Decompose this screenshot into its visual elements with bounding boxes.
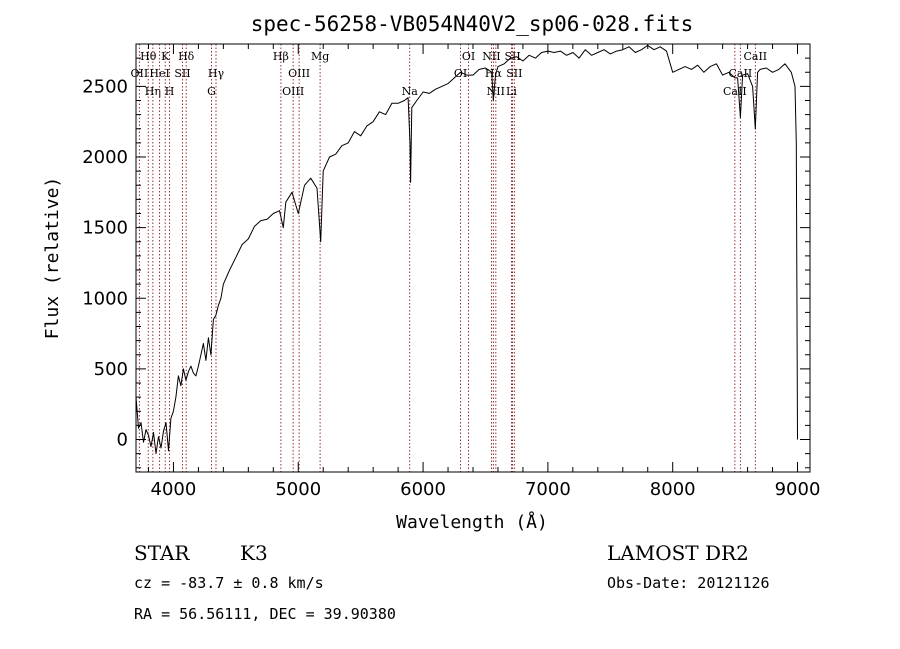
spectral-line-markers: HθOIIHηHeIKHSIIHδHγGHβOIIIOIIIMgNaOIOINI… xyxy=(131,44,767,472)
x-tick-label-2: 6000 xyxy=(400,479,446,500)
x-tick-label-3: 7000 xyxy=(525,479,571,500)
observation-date: Obs-Date: 20121126 xyxy=(607,574,770,592)
line-marker-label-3: HeI xyxy=(149,67,169,80)
line-marker-label-22: Li xyxy=(506,85,517,98)
line-marker-label-23: CaII xyxy=(743,50,767,63)
line-marker-label-1: OII xyxy=(131,67,149,80)
line-marker-label-4: K xyxy=(161,50,170,63)
y-tick-label-0: 0 xyxy=(117,430,128,451)
line-marker-label-19: NII xyxy=(487,85,505,98)
line-marker-label-6: SII xyxy=(174,67,190,80)
redshift-cz: cz = -83.7 ± 0.8 km/s xyxy=(134,574,324,592)
line-marker-label-14: Na xyxy=(402,85,419,98)
y-tick-label-5: 2500 xyxy=(82,76,128,97)
line-marker-label-7: Hδ xyxy=(178,50,195,63)
y-tick-label-2: 1000 xyxy=(82,288,128,309)
y-tick-label-3: 1500 xyxy=(82,218,128,239)
line-marker-label-9: G xyxy=(207,85,216,98)
plot-frame xyxy=(135,43,811,473)
line-marker-label-12: OIII xyxy=(282,85,304,98)
line-marker-label-15: OI xyxy=(462,50,475,63)
x-tick-label-5: 9000 xyxy=(775,479,821,500)
line-marker-label-8: Hγ xyxy=(208,67,225,80)
object-class: STAR xyxy=(134,541,190,565)
line-marker-label-25: CaII xyxy=(723,85,747,98)
line-marker-label-0: Hθ xyxy=(140,50,157,63)
line-marker-label-2: Hη xyxy=(145,85,161,98)
spectrum-series xyxy=(135,44,798,455)
spectrum-line xyxy=(135,44,798,455)
line-marker-label-21: SII xyxy=(506,67,522,80)
x-tick-label-4: 8000 xyxy=(650,479,696,500)
survey-name: LAMOST DR2 xyxy=(607,541,749,565)
y-axis-label: Flux (relative) xyxy=(42,177,63,340)
chart-title: spec-56258-VB054N40V2_sp06-028.fits xyxy=(251,12,694,36)
line-marker-label-16: OI xyxy=(454,67,467,80)
y-tick-label-4: 2000 xyxy=(82,147,128,168)
line-marker-label-24: CaII xyxy=(729,67,753,80)
line-marker-label-13: Mg xyxy=(311,50,329,63)
axis-ticks: 4000 5000 6000 7000 8000 9000 0 500 1000 1500 2000… xyxy=(82,44,820,500)
x-tick-label-1: 5000 xyxy=(275,479,321,500)
x-tick-label-0: 4000 xyxy=(151,479,197,500)
line-marker-label-17: NII xyxy=(482,50,500,63)
object-subclass: K3 xyxy=(240,541,268,565)
ra-dec: RA = 56.56111, DEC = 39.90380 xyxy=(134,605,396,623)
line-marker-label-10: Hβ xyxy=(273,50,289,63)
line-marker-label-11: OIII xyxy=(288,67,310,80)
y-tick-label-1: 500 xyxy=(94,359,128,380)
x-axis-label: Wavelength (Å) xyxy=(396,511,548,533)
line-marker-label-5: H xyxy=(165,85,175,98)
